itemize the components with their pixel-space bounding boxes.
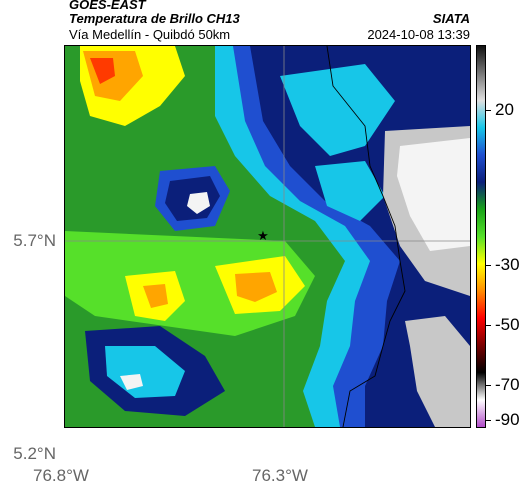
lat-label-bottom: 5.2°N: [13, 444, 56, 463]
cold-cloud-inner-cyan-region: [280, 64, 395, 221]
datetime-label: 2024-10-08 13:39: [367, 27, 470, 42]
satellite-title: GOES-EAST: [69, 0, 146, 12]
coastline-border: [326, 46, 406, 427]
colorbar-label-minus50: -50: [495, 315, 520, 334]
colorbar-label-20: 20: [495, 100, 514, 119]
product-title: Temperatura de Brillo CH13: [69, 11, 240, 26]
center-orange-region: [143, 272, 277, 308]
center-yellow-region: [125, 256, 305, 321]
station-star-icon: ★: [257, 228, 269, 243]
colorbar: [476, 45, 486, 428]
region-label: Vía Medellín - Quibdó 50km: [69, 27, 231, 42]
satellite-map[interactable]: ★: [64, 45, 471, 428]
colorbar-tick: [486, 420, 491, 421]
colorbar-tick: [486, 325, 491, 326]
colorbar-label-minus70: -70: [495, 375, 520, 394]
warm-top-gray-lower-region: [405, 316, 470, 427]
left-cloud-white-core: [187, 192, 210, 214]
colorbar-tick: [486, 110, 491, 111]
lower-cloud-white-core: [120, 374, 143, 390]
top-left-red-patch: [90, 58, 115, 84]
lat-label-top: 5.7°N: [13, 231, 56, 250]
map-gridlines: [65, 46, 470, 427]
organization-label: SIATA: [432, 11, 470, 26]
colorbar-label-minus90: -90: [495, 410, 520, 429]
colorbar-tick: [486, 385, 491, 386]
colorbar-label-minus30: -30: [495, 255, 520, 274]
warm-top-white-region: [397, 138, 470, 251]
lon-label-left: 76.8°W: [33, 466, 89, 485]
brightness-temperature-field: [65, 46, 470, 427]
lon-label-right: 76.3°W: [252, 466, 308, 485]
colorbar-tick: [486, 265, 491, 266]
